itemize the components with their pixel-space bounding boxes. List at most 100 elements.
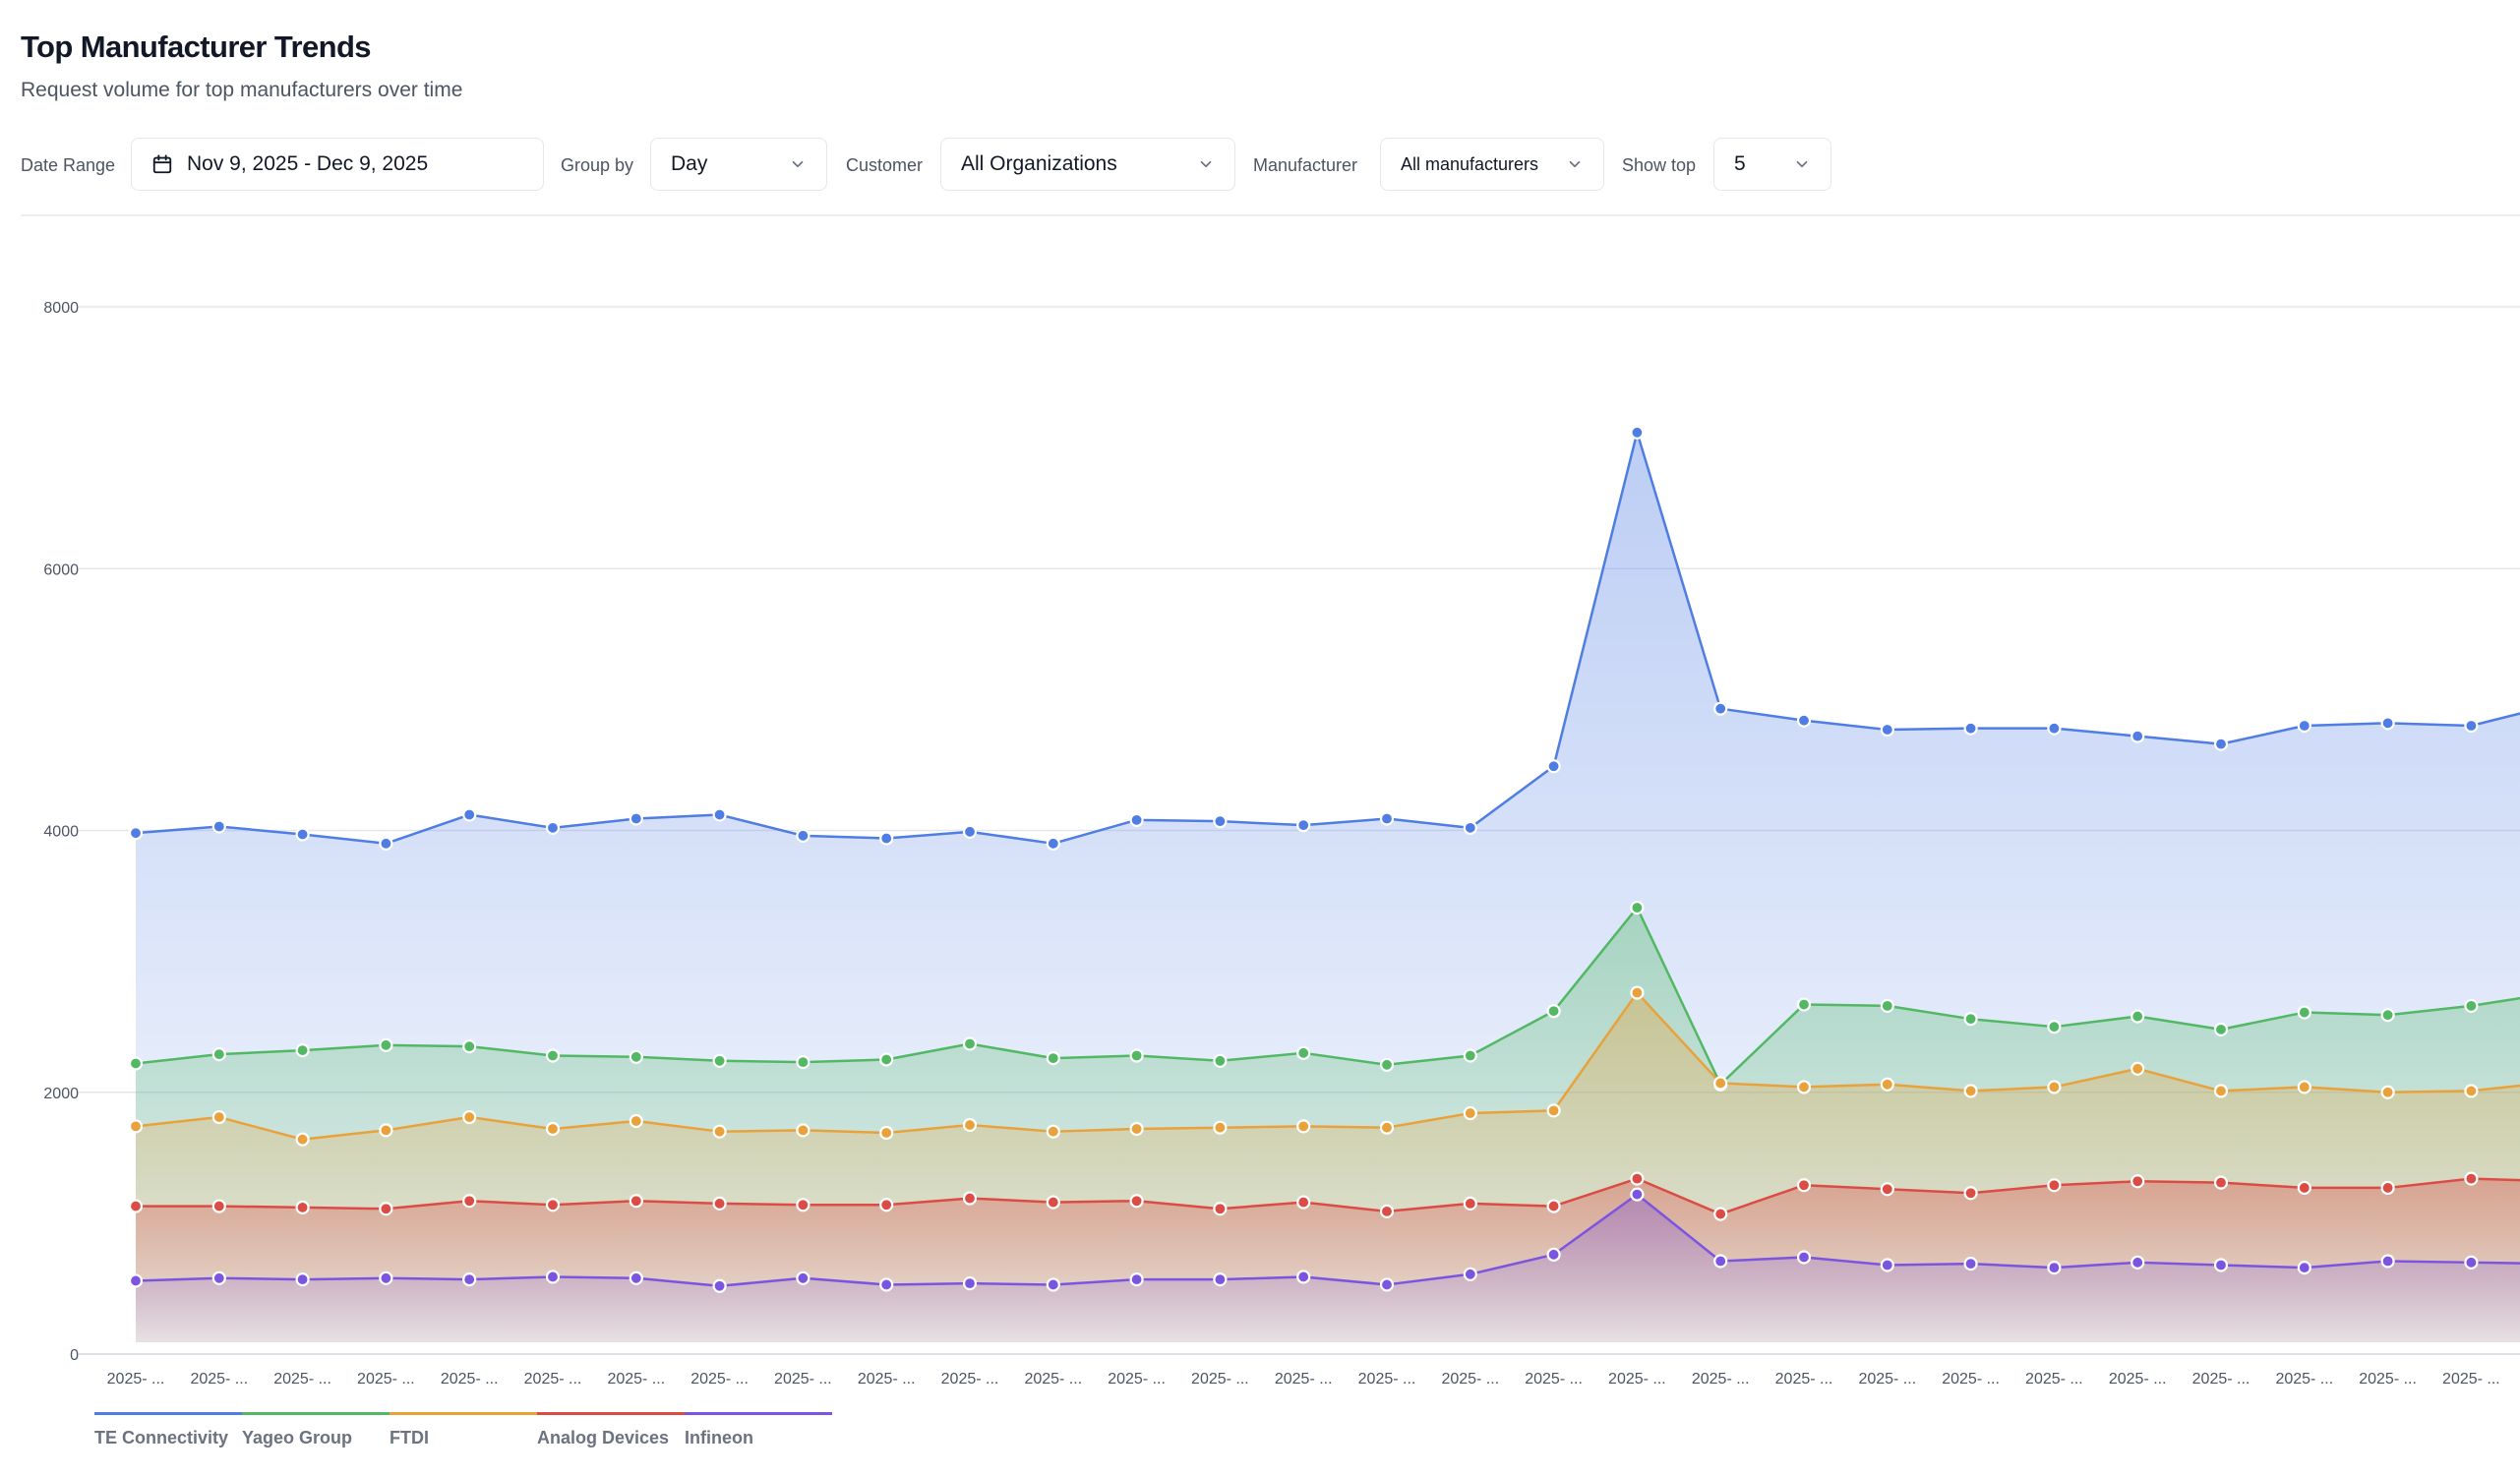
data-point[interactable] — [2297, 1005, 2311, 1020]
data-point[interactable] — [211, 1199, 226, 1213]
data-point[interactable] — [796, 1123, 810, 1138]
data-point[interactable] — [211, 819, 226, 834]
data-point[interactable] — [2380, 1085, 2395, 1099]
data-point[interactable] — [1213, 1053, 1228, 1068]
data-point[interactable] — [1796, 1250, 1812, 1265]
data-point[interactable] — [1129, 1048, 1144, 1063]
data-point[interactable] — [1296, 818, 1311, 833]
data-point[interactable] — [2380, 1254, 2395, 1269]
data-point[interactable] — [295, 1132, 310, 1147]
data-point[interactable] — [2213, 1175, 2229, 1190]
data-point[interactable] — [128, 1056, 144, 1071]
data-point[interactable] — [1129, 1121, 1144, 1137]
data-point[interactable] — [462, 1109, 477, 1125]
data-point[interactable] — [1046, 1277, 1060, 1292]
data-point[interactable] — [2130, 1174, 2145, 1189]
data-point[interactable] — [295, 1043, 310, 1058]
data-point[interactable] — [1463, 820, 1477, 835]
data-point[interactable] — [1963, 1257, 1978, 1271]
data-point[interactable] — [1463, 1105, 1477, 1121]
data-point[interactable] — [1546, 1103, 1561, 1118]
data-point[interactable] — [2380, 1008, 2395, 1023]
data-point[interactable] — [128, 1119, 144, 1134]
data-point[interactable] — [962, 1117, 978, 1133]
data-point[interactable] — [1630, 1187, 1645, 1202]
data-point[interactable] — [2130, 1061, 2145, 1076]
data-point[interactable] — [2130, 1255, 2145, 1270]
data-point[interactable] — [1213, 814, 1228, 829]
data-point[interactable] — [1213, 1202, 1228, 1216]
data-point[interactable] — [1796, 1080, 1812, 1094]
data-point[interactable] — [2464, 1255, 2479, 1270]
data-point[interactable] — [712, 1124, 727, 1139]
data-point[interactable] — [1046, 1051, 1060, 1066]
data-point[interactable] — [629, 1049, 643, 1064]
customer-select[interactable]: All Organizations — [940, 138, 1235, 191]
data-point[interactable] — [629, 1194, 643, 1209]
legend-item[interactable]: Infineon — [685, 1412, 832, 1451]
data-point[interactable] — [1880, 1258, 1894, 1272]
data-point[interactable] — [462, 1039, 477, 1054]
data-point[interactable] — [1963, 1186, 1978, 1201]
legend-item[interactable]: TE Connectivity — [94, 1412, 242, 1451]
data-point[interactable] — [2130, 729, 2145, 743]
data-point[interactable] — [1963, 1012, 1978, 1027]
data-point[interactable] — [128, 1199, 144, 1213]
data-point[interactable] — [211, 1270, 226, 1285]
data-point[interactable] — [1963, 1084, 1978, 1098]
data-point[interactable] — [1880, 1182, 1894, 1197]
data-point[interactable] — [879, 1277, 894, 1292]
manufacturer-select[interactable]: All manufacturers — [1380, 138, 1604, 191]
data-point[interactable] — [2213, 1022, 2229, 1036]
data-point[interactable] — [1713, 1207, 1728, 1221]
data-point[interactable] — [1463, 1267, 1477, 1281]
data-point[interactable] — [712, 807, 727, 822]
data-point[interactable] — [2380, 1180, 2395, 1196]
data-point[interactable] — [962, 1036, 978, 1051]
data-point[interactable] — [712, 1053, 727, 1068]
data-point[interactable] — [1213, 1272, 1228, 1287]
data-point[interactable] — [1379, 1204, 1395, 1218]
data-point[interactable] — [2047, 721, 2062, 736]
data-point[interactable] — [1546, 1004, 1561, 1019]
data-point[interactable] — [2130, 1009, 2145, 1024]
legend-item[interactable]: FTDI — [390, 1412, 537, 1451]
data-point[interactable] — [1296, 1195, 1311, 1210]
data-point[interactable] — [1379, 1120, 1395, 1135]
data-point[interactable] — [1630, 985, 1645, 1000]
data-point[interactable] — [2047, 1261, 2062, 1275]
data-point[interactable] — [1880, 998, 1894, 1013]
data-point[interactable] — [1546, 1199, 1561, 1213]
data-point[interactable] — [2297, 718, 2311, 734]
data-point[interactable] — [1713, 1076, 1728, 1091]
data-point[interactable] — [1546, 1247, 1561, 1262]
data-point[interactable] — [1463, 1196, 1477, 1211]
data-point[interactable] — [1129, 812, 1144, 827]
data-point[interactable] — [879, 831, 894, 846]
data-point[interactable] — [1046, 1195, 1060, 1210]
data-point[interactable] — [1296, 1119, 1311, 1134]
data-point[interactable] — [879, 1198, 894, 1212]
data-point[interactable] — [796, 1198, 810, 1212]
data-point[interactable] — [2297, 1080, 2311, 1094]
data-point[interactable] — [1880, 722, 1894, 738]
data-point[interactable] — [1296, 1270, 1311, 1284]
data-point[interactable] — [211, 1047, 226, 1062]
data-point[interactable] — [962, 1276, 978, 1291]
data-point[interactable] — [2213, 1258, 2229, 1272]
data-point[interactable] — [1129, 1194, 1144, 1209]
data-point[interactable] — [1463, 1048, 1477, 1063]
data-point[interactable] — [128, 1273, 144, 1288]
data-point[interactable] — [2380, 716, 2395, 731]
data-point[interactable] — [2464, 1171, 2479, 1186]
data-point[interactable] — [629, 1270, 643, 1285]
data-point[interactable] — [1880, 1077, 1894, 1092]
data-point[interactable] — [879, 1125, 894, 1141]
data-point[interactable] — [1046, 836, 1060, 851]
data-point[interactable] — [2213, 1084, 2229, 1098]
data-point[interactable] — [1796, 997, 1812, 1012]
data-point[interactable] — [1713, 1254, 1728, 1269]
data-point[interactable] — [379, 1202, 393, 1216]
data-point[interactable] — [879, 1052, 894, 1067]
data-point[interactable] — [962, 824, 978, 839]
